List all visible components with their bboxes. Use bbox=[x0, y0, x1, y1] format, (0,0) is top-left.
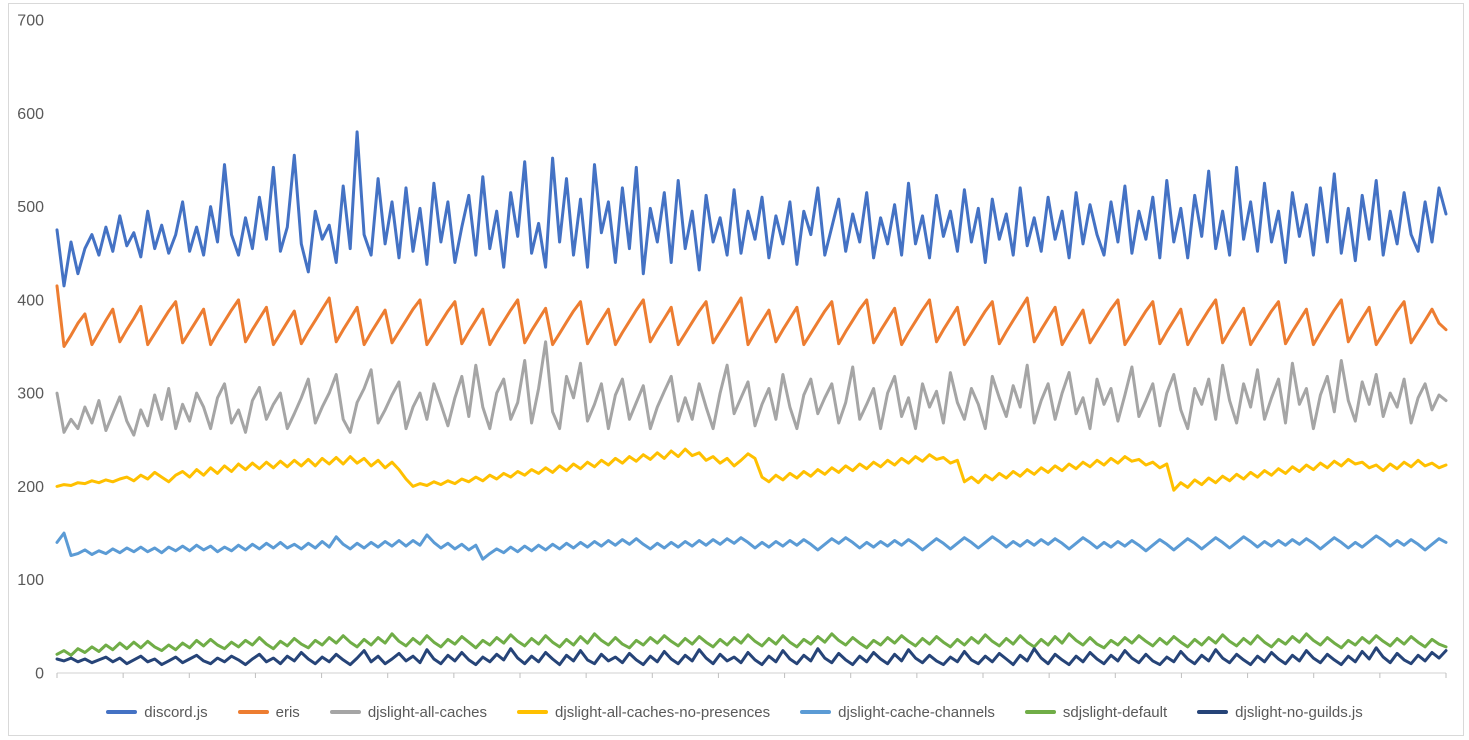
legend-line-swatch-icon bbox=[1024, 710, 1056, 714]
legend-item-djslight-cache-channels[interactable]: djslight-cache-channels bbox=[800, 705, 995, 720]
y-axis-label: 700 bbox=[17, 13, 44, 30]
y-axis-label: 0 bbox=[35, 666, 44, 683]
series-line-djslight-no-guilds.js bbox=[55, 646, 1448, 667]
legend-item-discord.js[interactable]: discord.js bbox=[106, 703, 208, 721]
legend-label: djslight-all-caches-no-presences bbox=[555, 703, 771, 721]
legend-line-swatch-icon bbox=[800, 710, 832, 714]
legend-item-djslight-all-caches-no-presences[interactable]: djslight-all-caches-no-presences bbox=[517, 705, 770, 720]
legend-item-sdjslight-default[interactable]: sdjslight-default bbox=[1024, 703, 1168, 721]
legend-label: discord.js bbox=[144, 703, 208, 721]
legend-label: djslight-no-guilds.js bbox=[1235, 703, 1363, 721]
legend-label: djslight-cache-channels bbox=[838, 703, 995, 721]
series-line-discord.js bbox=[55, 130, 1448, 288]
legend-line-swatch-icon bbox=[237, 710, 269, 714]
series-line-sdjslight-default bbox=[55, 632, 1448, 657]
y-axis-label: 100 bbox=[17, 572, 44, 589]
y-axis-label: 400 bbox=[17, 292, 44, 309]
legend-label: djslight-all-caches bbox=[367, 703, 488, 721]
legend-item-djslight-no-guilds.js[interactable]: djslight-no-guilds.js bbox=[1197, 705, 1363, 720]
y-axis-label: 200 bbox=[17, 479, 44, 496]
legend-line-swatch-icon bbox=[106, 710, 138, 714]
legend-item-djslight-all-caches[interactable]: djslight-all-caches bbox=[329, 703, 488, 721]
legend-label: sdjslight-default bbox=[1062, 703, 1168, 721]
legend-item-eris[interactable]: eris bbox=[237, 703, 300, 721]
legend-line-swatch-icon bbox=[329, 710, 361, 714]
series-line-djslight-all-caches bbox=[55, 340, 1448, 437]
legend-line-swatch-icon bbox=[1197, 710, 1229, 714]
legend-label: eris bbox=[275, 703, 300, 721]
legend-line-swatch-icon bbox=[517, 710, 549, 714]
chart-legend: discord.js eris djslight-all-caches djsligh… bbox=[0, 700, 1469, 724]
y-axis-label: 300 bbox=[17, 386, 44, 403]
series-line-eris bbox=[55, 284, 1448, 348]
y-axis-label: 600 bbox=[17, 106, 44, 123]
series-line-djslight-all-caches-no-presences bbox=[55, 447, 1448, 492]
series-line-djslight-cache-channels bbox=[55, 531, 1448, 561]
y-axis-label: 500 bbox=[17, 199, 44, 216]
